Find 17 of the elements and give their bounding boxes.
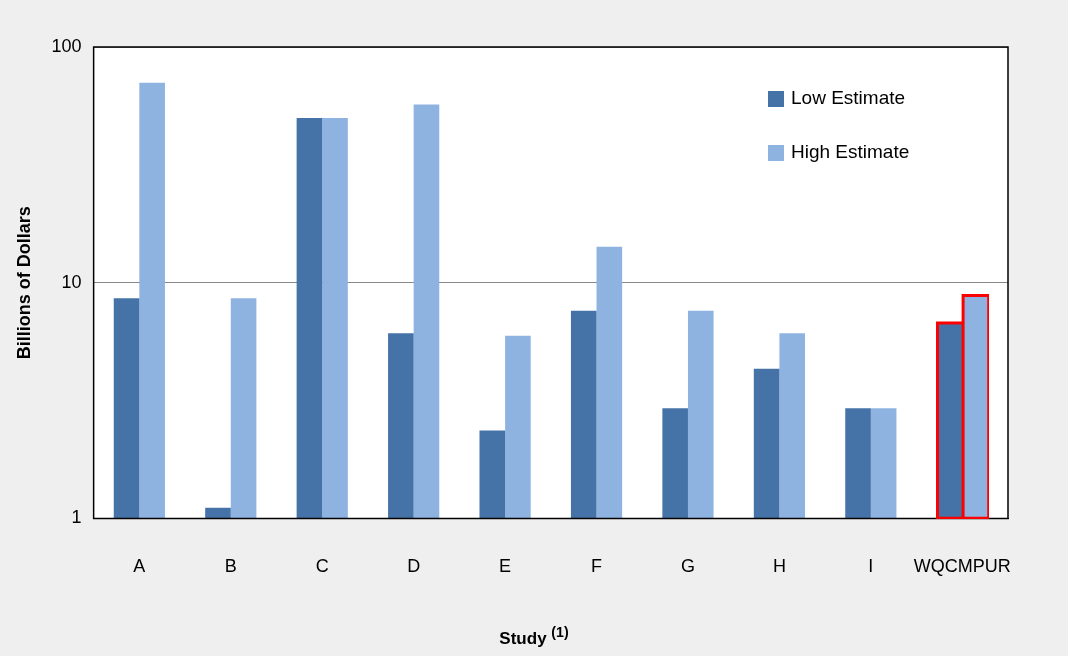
x-axis-title: Study $^{(1)}$ (498, 624, 570, 649)
y-tick-label: 1 (71, 507, 82, 528)
x-tick-label: E (499, 556, 512, 577)
x-tick-label: I (868, 556, 874, 577)
y-axis-title: Billions of Dollars (13, 206, 34, 360)
x-tick-label: B (224, 556, 237, 577)
x-tick-label: C (315, 556, 329, 577)
x-tick-label: A (133, 556, 146, 577)
y-tick-label: 100 (51, 35, 82, 56)
x-tick-label: F (591, 556, 603, 577)
legend-label: High Estimate (791, 141, 910, 163)
x-tick-label: G (680, 556, 695, 577)
x-tick-label: H (772, 556, 786, 577)
y-tick-label: 10 (61, 271, 82, 292)
x-tick-label: D (407, 556, 421, 577)
x-tick-label: WQCMPUR (913, 556, 1011, 577)
legend-label: Low Estimate (791, 87, 906, 109)
